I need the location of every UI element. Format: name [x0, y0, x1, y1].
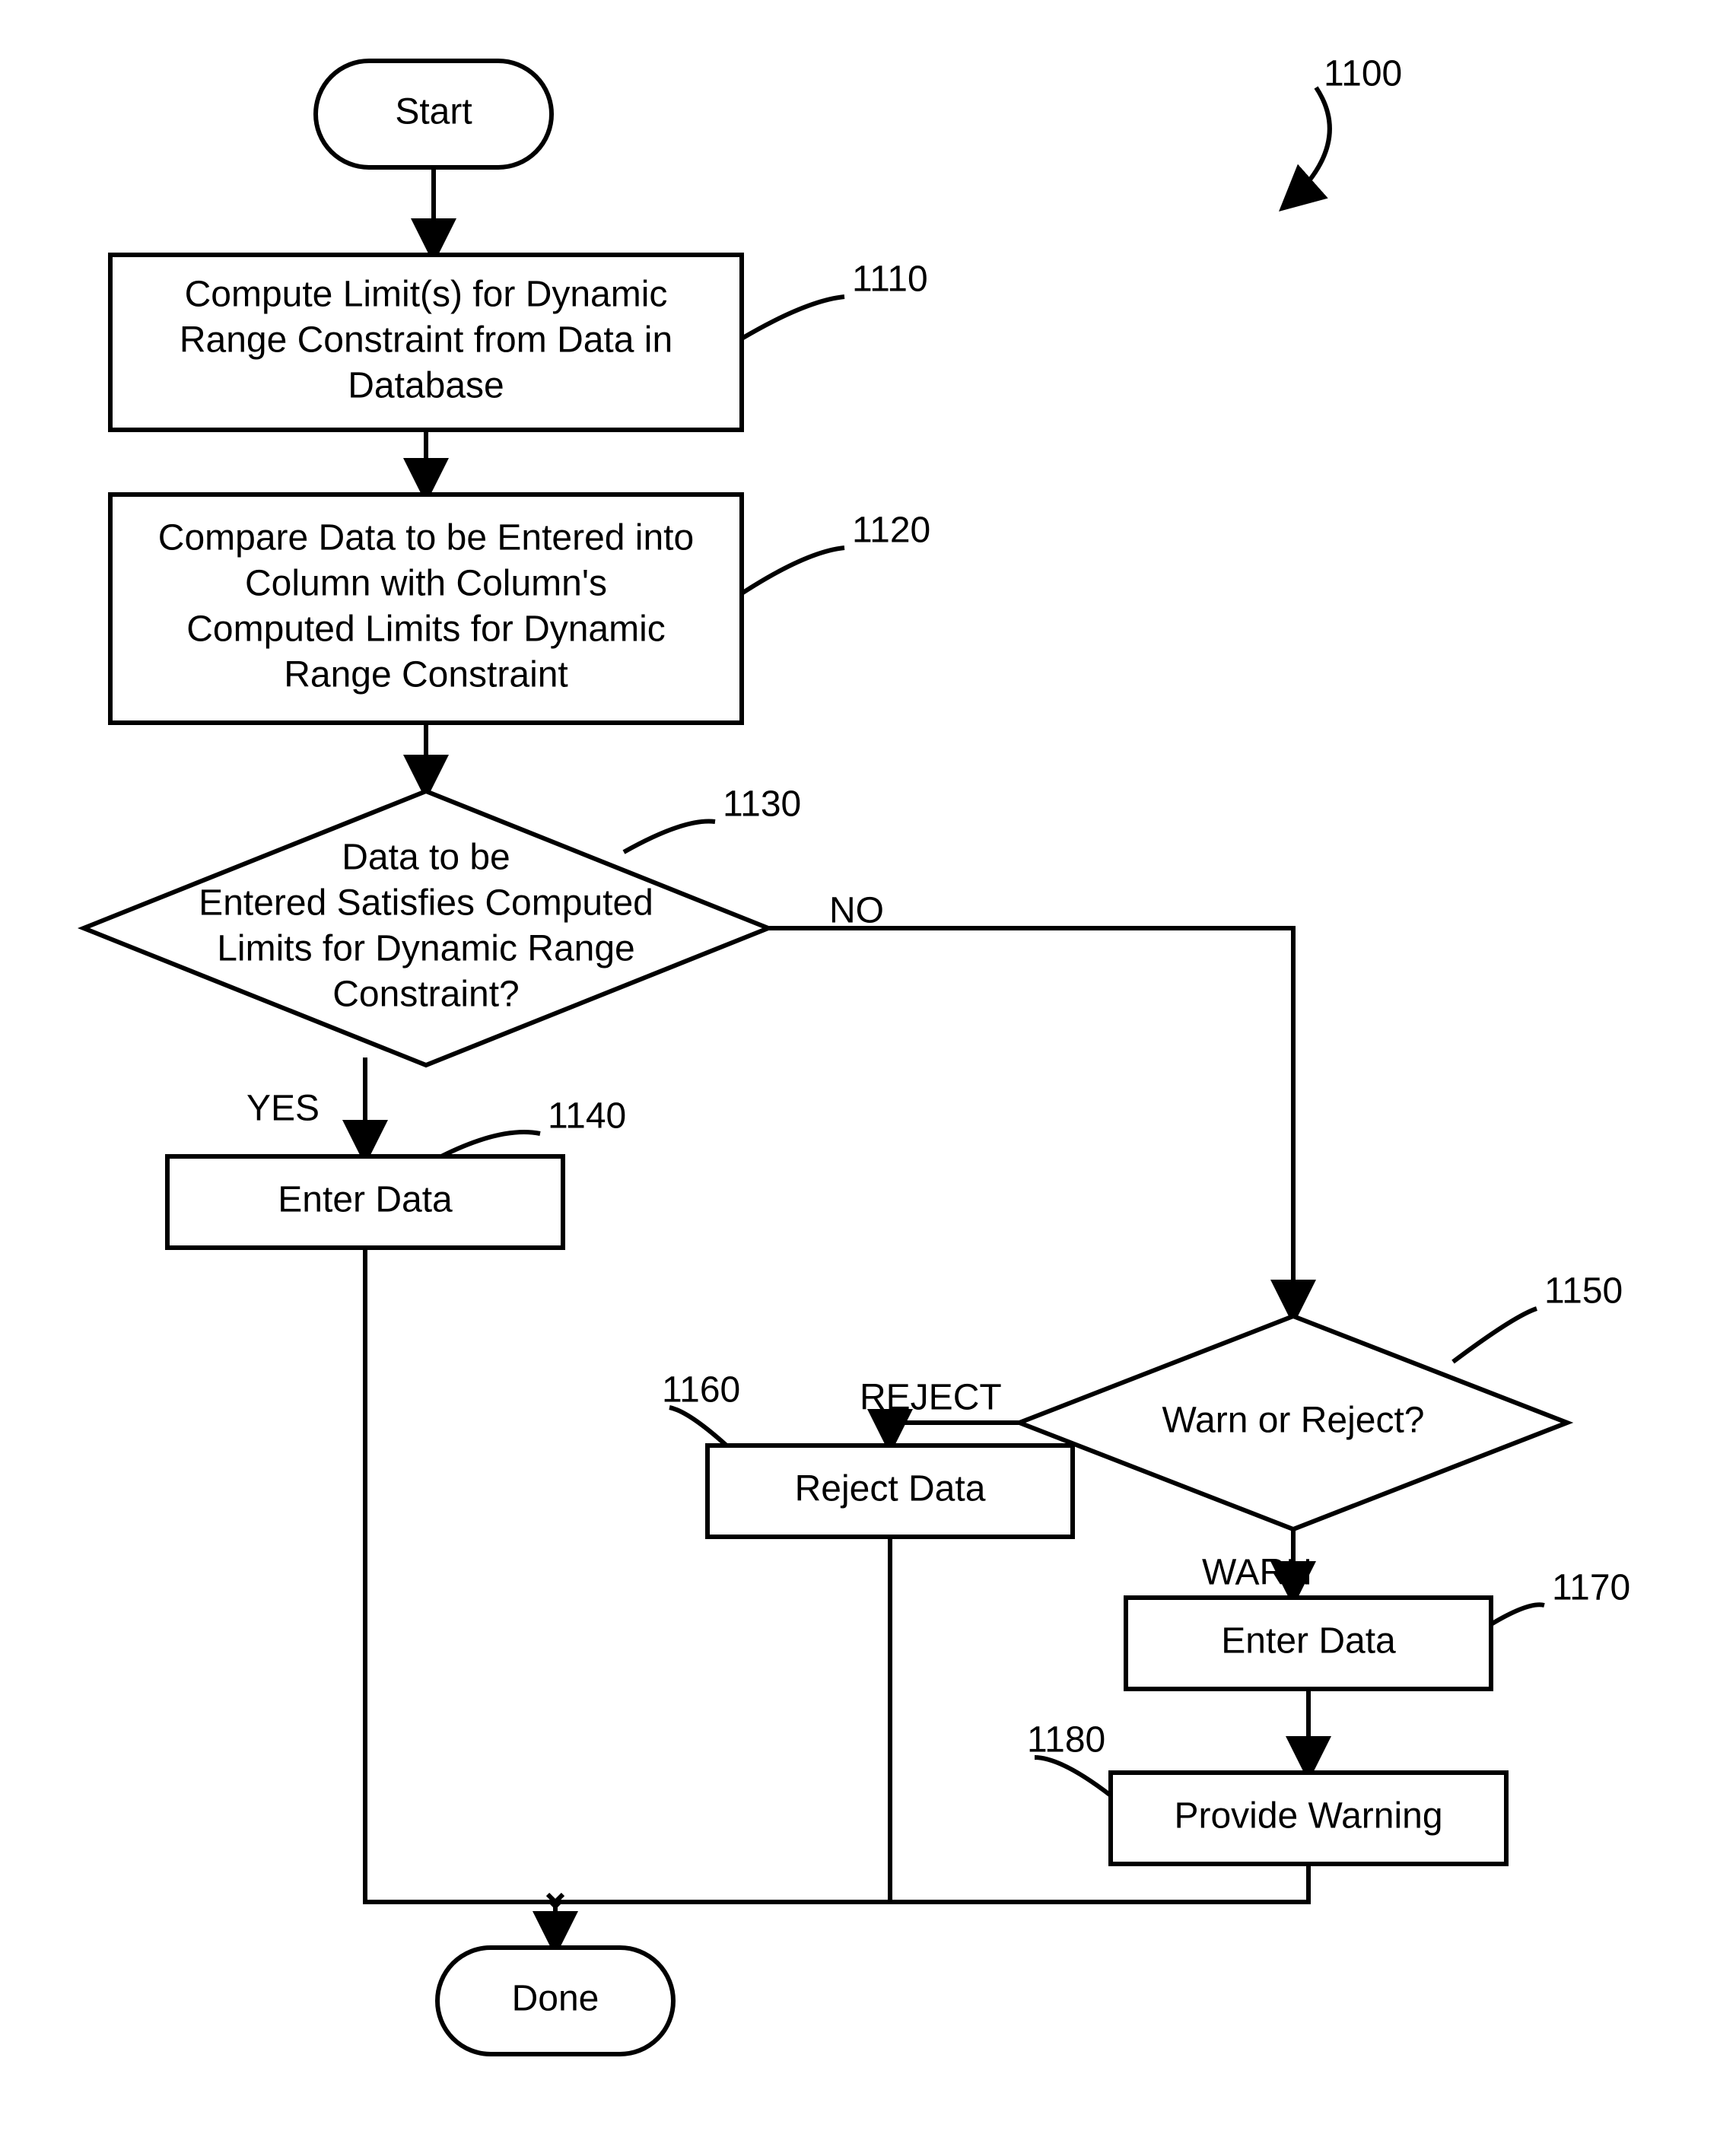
callout-1180 [1035, 1757, 1111, 1795]
ref-label-1150: 1150 [1544, 1271, 1623, 1312]
node-n1120-line3: Range Constraint [284, 655, 568, 695]
node-n1170-line0: Enter Data [1221, 1621, 1396, 1662]
node-n1170: Enter Data [1126, 1598, 1491, 1689]
node-n1110-line0: Compute Limit(s) for Dynamic [185, 275, 668, 315]
callout-1100 [1286, 87, 1330, 205]
ref-label-1130: 1130 [723, 784, 801, 825]
ref-label-1110: 1110 [852, 259, 928, 300]
edge-label-reject: REJECT [860, 1378, 1002, 1418]
node-done-line0: Done [512, 1979, 599, 2019]
node-start: Start [316, 61, 552, 167]
ref-label-1170: 1170 [1552, 1568, 1630, 1608]
node-n1180: Provide Warning [1111, 1773, 1506, 1864]
node-n1120-line1: Column with Column's [245, 564, 607, 604]
node-n1130-line0: Data to be [342, 838, 510, 878]
node-n1120: Compare Data to be Entered into Column wi… [110, 495, 742, 723]
edge-label-warn: WARN [1202, 1553, 1312, 1593]
node-n1150-line0: Warn or Reject? [1162, 1401, 1425, 1441]
node-n1110-line2: Database [348, 366, 504, 406]
callout-1160 [669, 1407, 727, 1446]
callout-1150 [1453, 1309, 1537, 1362]
node-n1120-line0: Compare Data to be Entered into [158, 518, 694, 558]
edge-label-yes: YES [246, 1089, 320, 1129]
node-n1110: Compute Limit(s) for Dynamic Range Constr… [110, 255, 742, 430]
node-n1130-line1: Entered Satisfies Computed [199, 883, 653, 924]
node-n1160-line0: Reject Data [795, 1469, 986, 1509]
node-start-line0: Start [395, 92, 472, 132]
edge-label-no: NO [829, 891, 884, 931]
edge-1140-done [365, 1248, 555, 1948]
ref-label-1160: 1160 [662, 1370, 740, 1411]
edge-1180-merge [555, 1864, 1308, 1902]
node-n1130-line2: Limits for Dynamic Range [217, 929, 635, 969]
callout-1170 [1491, 1605, 1544, 1624]
node-n1180-line0: Provide Warning [1174, 1796, 1442, 1837]
edge-1160-merge [555, 1537, 890, 1902]
node-n1150: Warn or Reject? [1019, 1316, 1567, 1529]
node-n1120-line2: Computed Limits for Dynamic [186, 609, 666, 650]
callout-1110 [742, 297, 844, 339]
nodes-layer: Start Compute Limit(s) for Dynamic Range C… [84, 61, 1567, 2054]
callout-1120 [742, 548, 844, 593]
node-n1110-line1: Range Constraint from Data in [180, 320, 672, 361]
node-n1130-line3: Constraint? [332, 975, 519, 1015]
callout-1140 [441, 1132, 540, 1156]
ref-label-1180: 1180 [1027, 1720, 1105, 1760]
ref-label-1100: 1100 [1324, 54, 1402, 94]
ref-label-1140: 1140 [548, 1096, 626, 1137]
edge-1130-no-right [768, 928, 1293, 1316]
edge-1150-reject [890, 1423, 1019, 1446]
ref-label-1120: 1120 [852, 510, 930, 551]
node-done: Done [437, 1948, 673, 2054]
node-n1140: Enter Data [167, 1156, 563, 1248]
callout-1130 [624, 822, 715, 853]
node-n1160: Reject Data [707, 1446, 1073, 1537]
node-n1140-line0: Enter Data [278, 1180, 453, 1220]
